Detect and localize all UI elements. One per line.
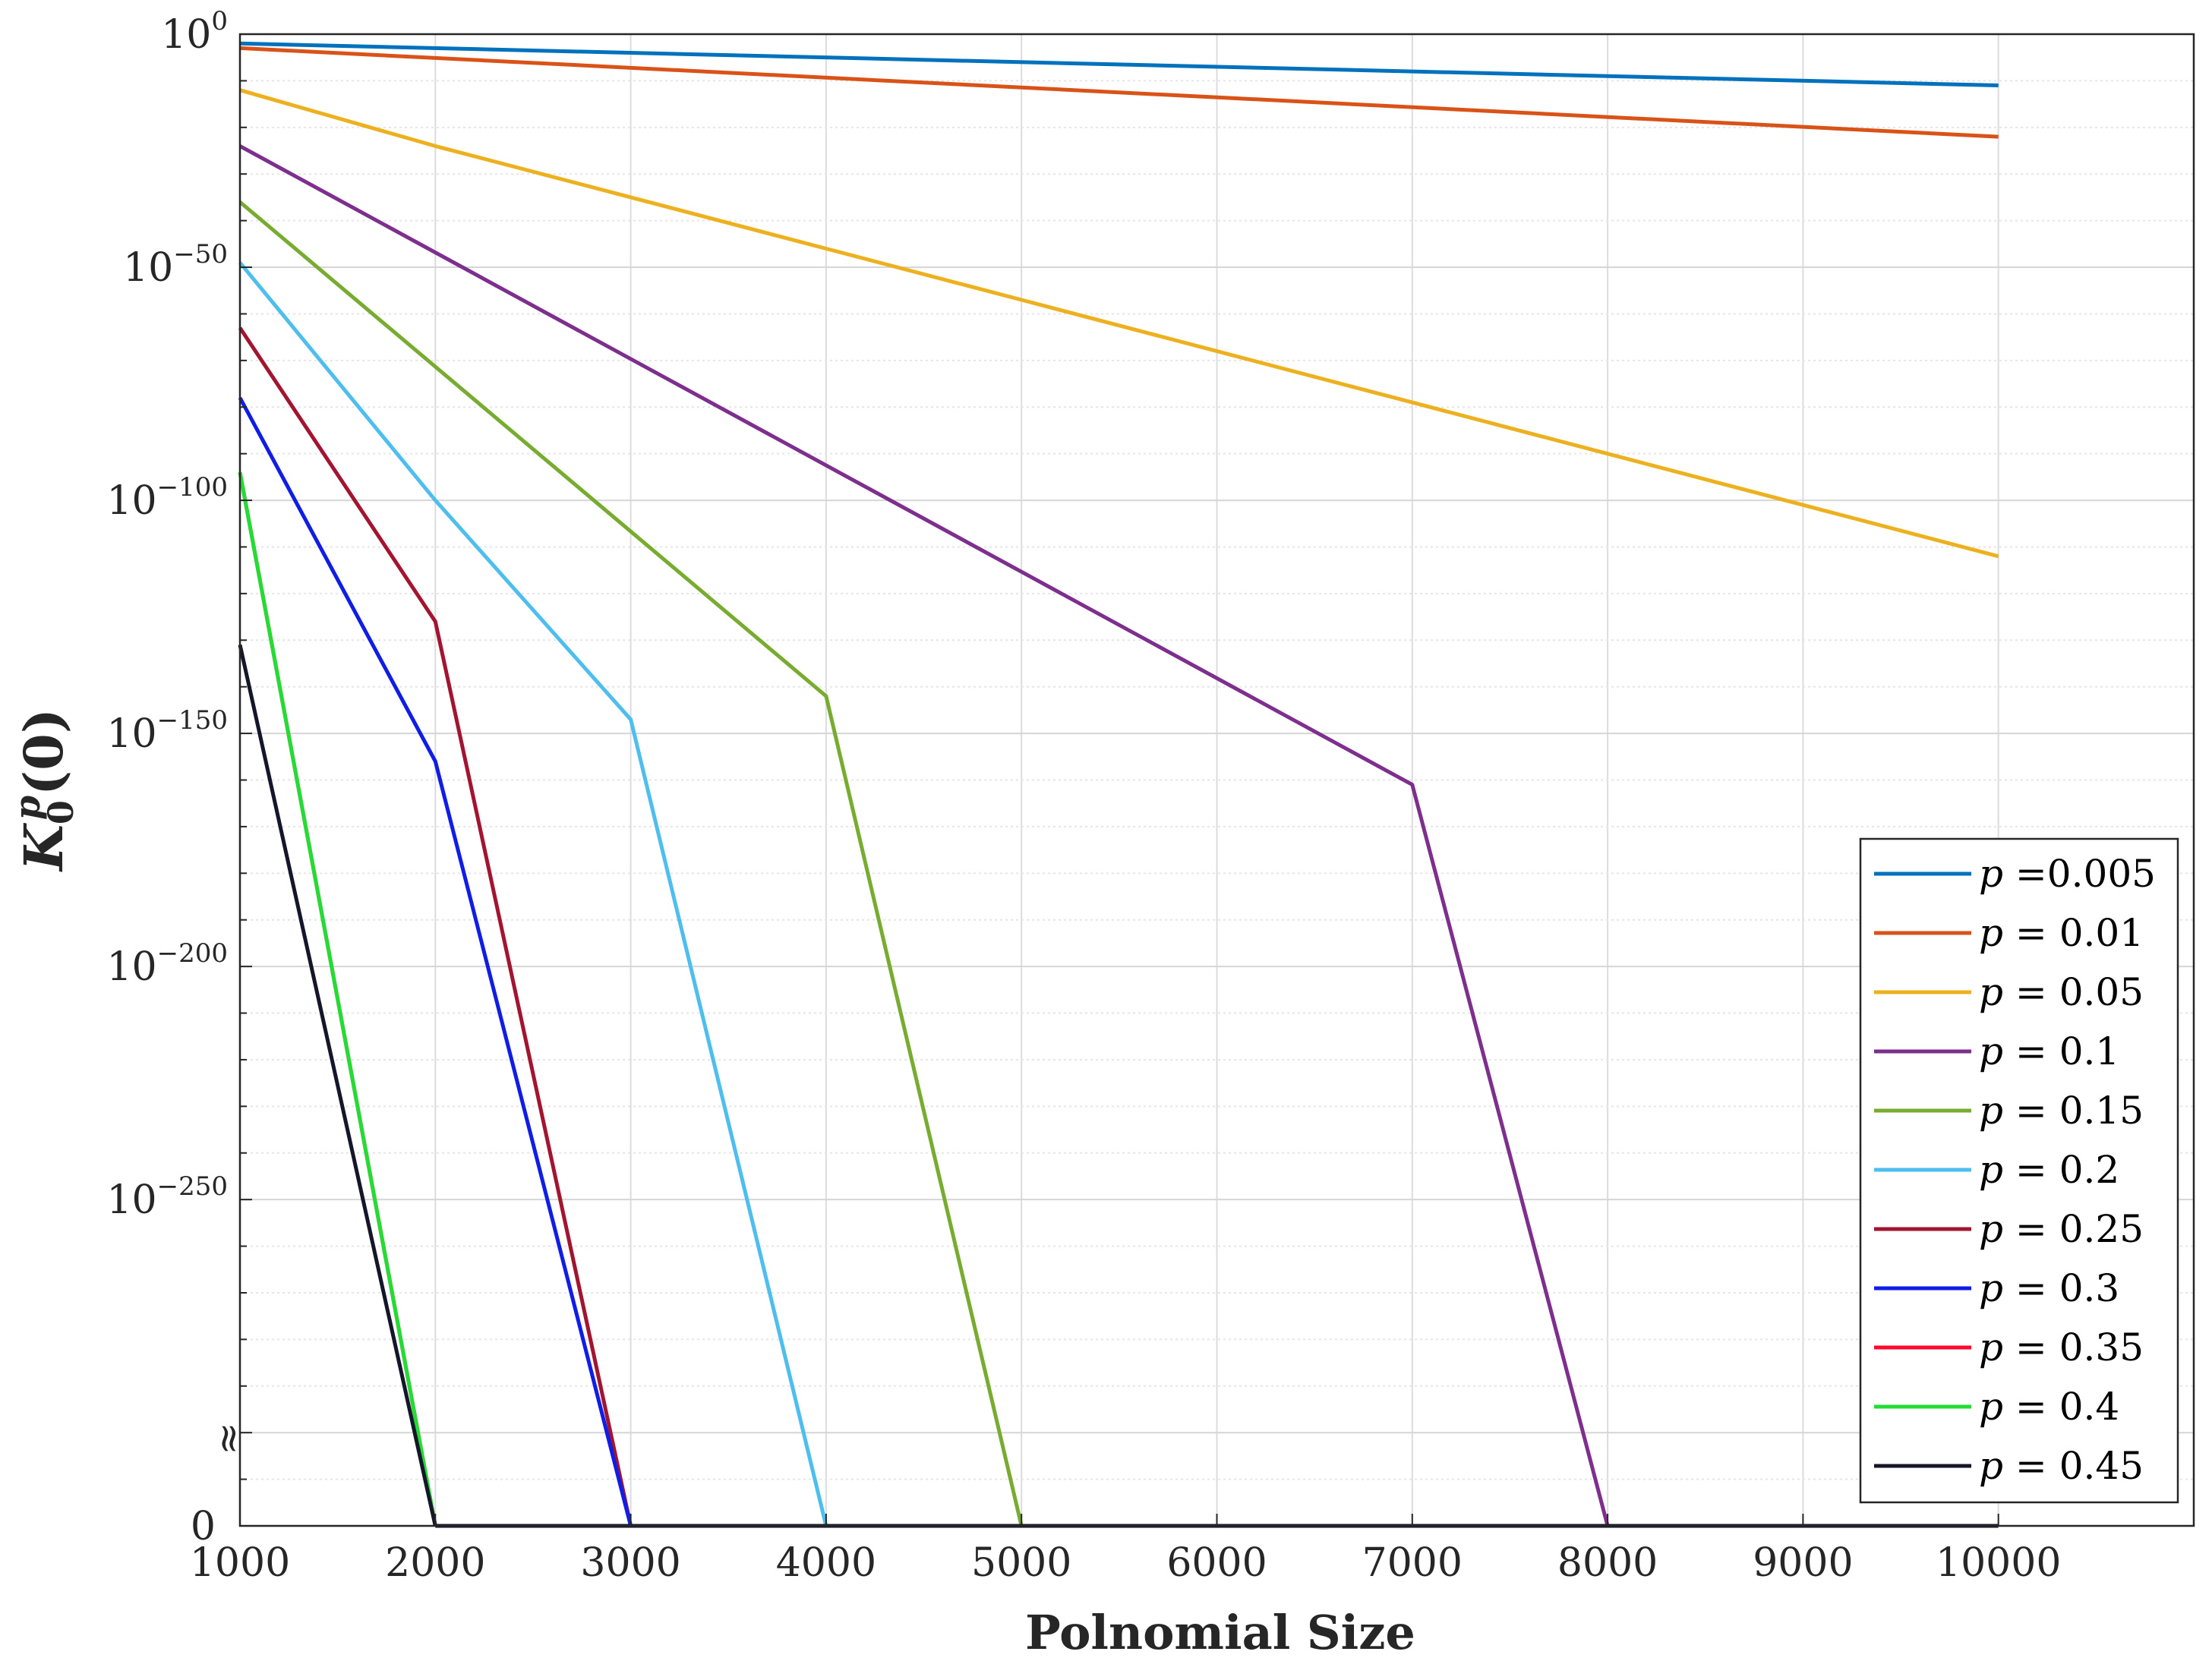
axis-break-symbol: ≈ bbox=[207, 1422, 252, 1455]
y-tick-label: 10−100 bbox=[106, 472, 228, 524]
y-axis-title-arg: (0) bbox=[12, 708, 75, 796]
legend-label: p = 0.05 bbox=[1979, 970, 2144, 1014]
ticks bbox=[239, 33, 2195, 1527]
legend-label: p = 0.4 bbox=[1979, 1385, 2119, 1429]
x-tick-label: 8000 bbox=[1557, 1540, 1658, 1586]
series-line-p-0_1 bbox=[238, 144, 1610, 1527]
legend-label: p = 0.35 bbox=[1979, 1325, 2144, 1369]
y-tick-label: 10−150 bbox=[106, 705, 228, 757]
x-tick-label: 1000 bbox=[190, 1540, 290, 1586]
x-tick-label: 9000 bbox=[1753, 1540, 1853, 1586]
svg-text:K0p(0): K0p(0) bbox=[7, 708, 81, 872]
legend-label: p = 0.01 bbox=[1979, 911, 2144, 955]
series-line-p-0_25 bbox=[238, 326, 633, 1527]
y-axis-title-sup: p bbox=[7, 796, 48, 820]
y-tick-label: 100 bbox=[161, 6, 228, 58]
series-line-p-0_05 bbox=[239, 88, 1999, 559]
x-axis-title: Polnomial Size bbox=[1025, 1605, 1415, 1660]
legend-label: p = 0.25 bbox=[1979, 1207, 2144, 1251]
series-line-p-0_4 bbox=[238, 471, 437, 1527]
x-tick-label: 10000 bbox=[1936, 1540, 2061, 1586]
legend-label: p =0.005 bbox=[1979, 852, 2156, 896]
y-tick-label: 10−50 bbox=[123, 239, 228, 291]
series-line-p-0_01 bbox=[239, 46, 1999, 139]
legend-label: p = 0.45 bbox=[1979, 1444, 2144, 1488]
y-tick-label-zero: 0 bbox=[191, 1504, 216, 1549]
series-line-p-0_2 bbox=[238, 261, 828, 1527]
y-tick-label: 10−250 bbox=[106, 1171, 228, 1223]
series-line-p-0_3 bbox=[238, 396, 633, 1527]
x-tick-label: 6000 bbox=[1166, 1540, 1267, 1586]
legend-label: p = 0.1 bbox=[1979, 1029, 2119, 1073]
legend: p =0.005 p = 0.01 p = 0.05 p = 0.1 p = 0.15 p… bbox=[1859, 837, 2179, 1504]
legend-label: p = 0.15 bbox=[1979, 1089, 2144, 1133]
series-line-p-0_45 bbox=[238, 644, 437, 1527]
tick-labels: 1000 2000 3000 4000 5000 6000 7000 8000 9000 1000… bbox=[106, 6, 2061, 1586]
y-tick-label: 10−200 bbox=[106, 938, 228, 990]
x-tick-label: 4000 bbox=[776, 1540, 876, 1586]
series-line-p-0_15 bbox=[238, 200, 1024, 1527]
legend-label: p = 0.2 bbox=[1979, 1148, 2119, 1192]
series-line-p-0_005 bbox=[239, 41, 1999, 87]
x-tick-label: 2000 bbox=[385, 1540, 485, 1586]
y-axis-title-base: K bbox=[12, 822, 75, 872]
x-tick-label: 5000 bbox=[971, 1540, 1071, 1586]
legend-label: p = 0.3 bbox=[1979, 1266, 2119, 1310]
y-axis-title: K0p(0) bbox=[7, 708, 81, 872]
x-tick-label: 3000 bbox=[580, 1540, 680, 1586]
y-axis-title-sub: 0 bbox=[40, 800, 81, 824]
x-tick-label: 7000 bbox=[1362, 1540, 1463, 1586]
